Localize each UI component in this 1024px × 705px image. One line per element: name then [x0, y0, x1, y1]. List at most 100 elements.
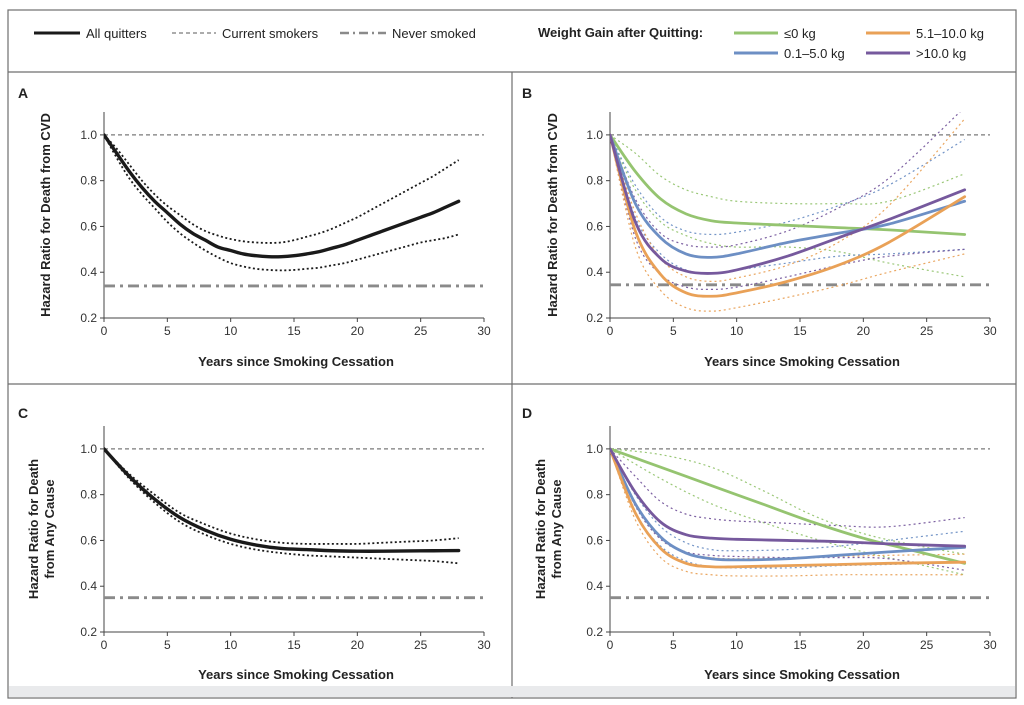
panel-a-x-tick-label: 15 — [287, 324, 301, 338]
panel-b: B 0 5 10 15 20 25 30 0.2 0.4 0.6 0.8 1.0 Years since … — [522, 85, 997, 369]
panel-d-g5_10-ci-lower — [610, 448, 965, 577]
panel-c-y-label: Hazard Ratio for Deathfrom Any Cause — [26, 459, 57, 599]
panel-b-y-tick-label: 0.2 — [586, 311, 603, 325]
panel-c-y-tick-label: 0.4 — [80, 579, 97, 593]
panel-a-letter: A — [18, 85, 28, 101]
panel-a-plot-area — [104, 133, 461, 272]
panel-c-all_quitters-line — [104, 447, 461, 553]
panel-a-all_quitters-ci-lower — [104, 134, 459, 272]
panel-d-x-tick-label: 25 — [920, 638, 934, 652]
panel-b-x-tick-label: 25 — [920, 324, 934, 338]
panel-d-gt10-ci-upper — [610, 448, 965, 528]
panel-a-y-label: Hazard Ratio for Death from CVD — [38, 113, 53, 317]
panel-b-x-label: Years since Smoking Cessation — [704, 354, 900, 369]
panel-c-x-tick-label: 5 — [164, 638, 171, 652]
panel-c-plot-area — [104, 447, 461, 565]
legend-g5-10-label: 5.1–10.0 kg — [916, 26, 984, 41]
panel-a-x-tick-label: 25 — [414, 324, 428, 338]
panel-d-x-tick-label: 20 — [857, 638, 871, 652]
panel-d-plot-area — [610, 447, 967, 577]
panel-c-x-tick-label: 25 — [414, 638, 428, 652]
legend-le0-label: ≤0 kg — [784, 26, 816, 41]
panel-d-gt10-ci-lower — [610, 448, 965, 571]
panel-d: D 0 5 10 15 20 25 30 0.2 0.4 0.6 0.8 1.0 Years since … — [522, 405, 997, 682]
panel-b-g5_10-line — [610, 133, 967, 298]
panel-b-y-tick-label: 0.4 — [586, 265, 603, 279]
panel-a-y-tick-label: 0.8 — [80, 174, 97, 188]
panel-c-x-tick-label: 30 — [477, 638, 491, 652]
panel-a-y-tick-label: 0.2 — [80, 311, 97, 325]
panel-b-y-tick-label: 0.8 — [586, 174, 603, 188]
panel-d-x-tick-label: 15 — [793, 638, 807, 652]
panel-b-x-tick-label: 0 — [607, 324, 614, 338]
panel-b-gt10-line — [610, 133, 967, 275]
panel-a-x-label: Years since Smoking Cessation — [198, 354, 394, 369]
panel-b-x-tick-label: 20 — [857, 324, 871, 338]
panel-b-y-tick-label: 0.6 — [586, 219, 603, 233]
panel-b-g5_10-ci-lower — [610, 134, 965, 312]
legend-weight-title: Weight Gain after Quitting: — [538, 25, 703, 40]
panel-a-y-tick-label: 1.0 — [80, 128, 97, 142]
panel-d-y-label: Hazard Ratio for Deathfrom Any Cause — [533, 459, 564, 599]
panel-c-x-tick-label: 15 — [287, 638, 301, 652]
panel-d-y-tick-label: 0.8 — [586, 488, 603, 502]
panel-b-gt10-ci-lower — [610, 134, 965, 290]
panel-a-y-tick-label: 0.4 — [80, 265, 97, 279]
panel-a-x-tick-label: 5 — [164, 324, 171, 338]
panel-d-g5_10-line — [610, 447, 967, 569]
panel-b-le0-ci-upper — [610, 134, 965, 205]
panel-d-y-tick-label: 1.0 — [586, 442, 603, 456]
panel-c-all_quitters-ci-upper — [104, 448, 459, 545]
panel-d-x-label: Years since Smoking Cessation — [704, 667, 900, 682]
panel-d-x-tick-label: 0 — [607, 638, 614, 652]
panel-c-letter: C — [18, 405, 28, 421]
panel-d-gt10-line — [610, 447, 967, 548]
panel-b-g5_10-ci-upper — [610, 118, 966, 282]
legend: All quitters Current smokers Never smoke… — [34, 25, 984, 61]
panel-c-y-tick-label: 0.2 — [80, 625, 97, 639]
panel-d-le0-ci-lower — [610, 448, 965, 576]
panel-d-y-tick-label: 0.6 — [586, 533, 603, 547]
panel-b-x-tick-label: 5 — [670, 324, 677, 338]
panel-b-x-tick-label: 10 — [730, 324, 744, 338]
panel-c: C 0 5 10 15 20 25 30 0.2 0.4 0.6 0.8 1.0 Years since … — [18, 405, 491, 682]
panel-c-all_quitters-ci-lower — [104, 448, 459, 565]
panel-c-x-tick-label: 0 — [101, 638, 108, 652]
panel-d-y-tick-label: 0.4 — [586, 579, 603, 593]
panel-b-g0_5-ci-upper — [610, 134, 965, 236]
panel-d-g0_5-line — [610, 447, 967, 562]
panel-b-plot-area — [610, 112, 967, 312]
panel-a-x-tick-label: 10 — [224, 324, 238, 338]
panel-a-all_quitters-ci-upper — [104, 134, 460, 244]
panel-d-x-tick-label: 10 — [730, 638, 744, 652]
panel-d-y-tick-label: 0.2 — [586, 625, 603, 639]
panel-a-x-tick-label: 30 — [477, 324, 491, 338]
panel-c-y-tick-label: 1.0 — [80, 442, 97, 456]
legend-current-smokers-label: Current smokers — [222, 26, 319, 41]
panel-a-all_quitters-line — [104, 133, 461, 259]
panel-b-gt10-ci-upper — [610, 112, 961, 248]
panel-a: A 0 5 10 15 20 25 30 0.2 0.4 0.6 0.8 1.0 Years since … — [18, 85, 491, 369]
panel-b-letter: B — [522, 85, 532, 101]
panel-a-y-tick-label: 0.6 — [80, 219, 97, 233]
panel-b-x-tick-label: 30 — [983, 324, 997, 338]
panel-b-x-tick-label: 15 — [793, 324, 807, 338]
panel-c-x-label: Years since Smoking Cessation — [198, 667, 394, 682]
panel-d-letter: D — [522, 405, 532, 421]
panel-b-y-tick-label: 1.0 — [586, 128, 603, 142]
panel-d-x-tick-label: 5 — [670, 638, 677, 652]
legend-never-smoked-label: Never smoked — [392, 26, 476, 41]
legend-g0-5-label: 0.1–5.0 kg — [784, 46, 845, 61]
panel-a-x-tick-label: 0 — [101, 324, 108, 338]
panel-d-x-tick-label: 30 — [983, 638, 997, 652]
panel-c-y-tick-label: 0.6 — [80, 533, 97, 547]
panel-c-x-tick-label: 10 — [224, 638, 238, 652]
panel-b-y-label: Hazard Ratio for Death from CVD — [545, 113, 560, 317]
panel-a-x-tick-label: 20 — [351, 324, 365, 338]
panel-c-y-tick-label: 0.8 — [80, 488, 97, 502]
legend-gt10-label: >10.0 kg — [916, 46, 966, 61]
panel-c-x-tick-label: 20 — [351, 638, 365, 652]
legend-all-quitters-label: All quitters — [86, 26, 147, 41]
bottom-band — [9, 686, 1015, 697]
